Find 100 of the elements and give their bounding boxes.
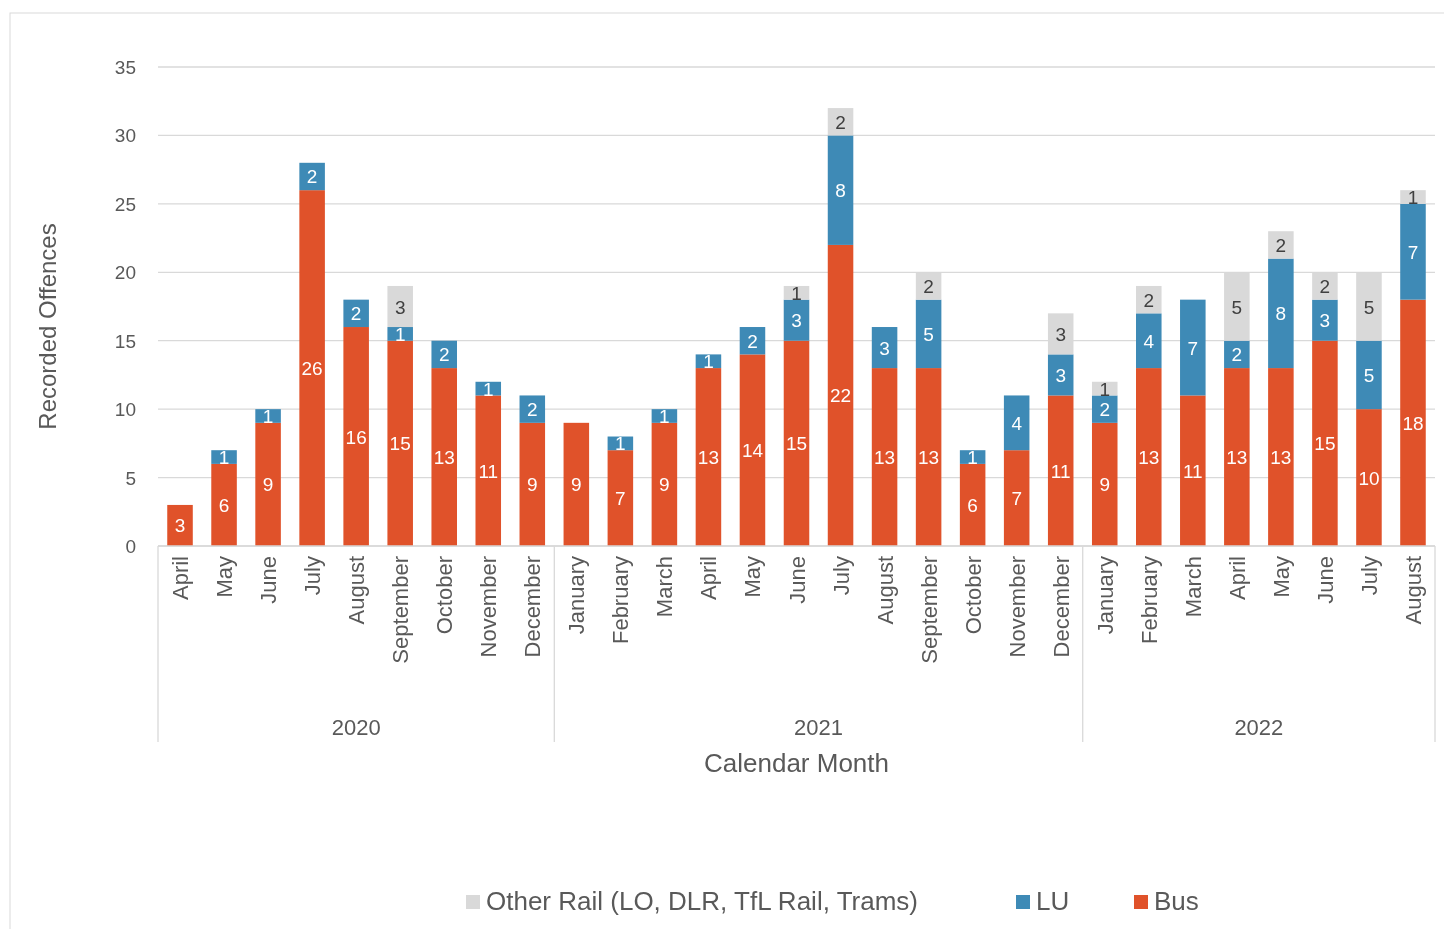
bar	[1268, 231, 1294, 259]
data-label: 6	[218, 494, 230, 516]
bar	[1400, 203, 1426, 300]
x-tick-label: October	[960, 556, 986, 635]
data-label: 7	[615, 488, 626, 510]
data-label: 7	[1407, 241, 1419, 263]
x-tick-label: June	[256, 556, 282, 604]
data-label: 2	[1099, 399, 1111, 421]
bar	[1003, 395, 1030, 451]
x-tick-label: November	[476, 556, 502, 658]
legend-label: Bus	[1154, 886, 1199, 916]
bar	[519, 395, 546, 423]
bar	[431, 368, 457, 546]
data-label: 4	[1143, 330, 1155, 352]
bar	[1312, 340, 1338, 546]
bar	[1136, 313, 1162, 369]
data-label: 22	[829, 385, 852, 407]
data-label: 7	[1011, 488, 1022, 510]
x-tick-label: September	[388, 556, 414, 664]
data-label: 13	[874, 447, 896, 469]
x-tick-label: July	[1356, 556, 1382, 596]
x-tick-label: August	[872, 556, 898, 625]
data-label: 2	[835, 111, 846, 133]
bar	[1224, 368, 1250, 546]
legend-label: LU	[1036, 886, 1070, 916]
bar	[519, 422, 546, 546]
data-label: 15	[785, 433, 808, 455]
bar	[1268, 258, 1294, 369]
data-label: 1	[262, 405, 274, 427]
data-label: 1	[1407, 187, 1419, 209]
data-label: 2	[1143, 289, 1155, 311]
data-label: 8	[835, 180, 846, 202]
data-label: 2	[1319, 275, 1331, 297]
bar	[1400, 299, 1426, 546]
bar	[1356, 409, 1382, 546]
y-tick-label: 5	[125, 467, 136, 489]
data-label: 5	[1363, 364, 1375, 386]
data-label: 13	[697, 447, 719, 469]
x-tick-label: July	[300, 556, 326, 596]
data-label: 8	[1275, 303, 1287, 325]
data-label: 1	[659, 405, 670, 427]
x-tick-label: January	[564, 556, 590, 635]
x-tick-label: April	[1224, 556, 1250, 601]
bar	[299, 190, 325, 546]
data-label: 14	[741, 440, 764, 462]
bar	[387, 340, 413, 546]
bar	[167, 504, 193, 546]
x-tick-label: April	[696, 556, 722, 601]
bar	[343, 327, 369, 546]
x-tick-label: August	[1400, 556, 1426, 625]
bar	[1136, 285, 1162, 314]
data-label: 9	[527, 474, 538, 496]
y-tick-label: 30	[114, 125, 136, 147]
bar	[1312, 299, 1338, 341]
y-tick-label: 15	[114, 330, 136, 352]
y-tick-label: 20	[114, 262, 136, 284]
text: 2020	[331, 715, 381, 740]
y-tick-label: 35	[114, 57, 136, 78]
data-label: 2	[923, 275, 934, 297]
data-label: 11	[478, 460, 499, 482]
data-label: 2	[438, 344, 450, 366]
x-tick-label: December	[1048, 556, 1074, 658]
bar	[783, 340, 810, 546]
bar	[871, 327, 898, 369]
x-tick-label: May	[740, 556, 766, 598]
x-tick-label: August	[344, 556, 370, 625]
x-tick-label: March	[1180, 556, 1206, 618]
bar	[1047, 395, 1074, 546]
bar	[387, 285, 413, 328]
data-label: 3	[394, 296, 406, 318]
data-label: 1	[1099, 378, 1111, 400]
data-label: 13	[433, 447, 455, 469]
data-label: 9	[262, 474, 274, 496]
data-label: 9	[1099, 474, 1111, 496]
bar	[211, 463, 237, 546]
data-label: 2	[747, 330, 758, 352]
data-label: 2	[350, 303, 362, 325]
data-label: 2	[1275, 234, 1287, 256]
bar	[695, 368, 722, 546]
data-label: 13	[1138, 447, 1160, 469]
bar	[827, 135, 854, 245]
bar	[651, 422, 678, 546]
data-label: 26	[301, 358, 323, 380]
data-label: 18	[1402, 412, 1424, 434]
data-label: 13	[918, 447, 940, 469]
bar	[1180, 299, 1206, 396]
bar	[1136, 368, 1162, 546]
bar	[255, 422, 281, 546]
bar	[1091, 395, 1118, 423]
bar	[607, 450, 634, 546]
bar	[915, 299, 942, 369]
data-label: 7	[1187, 337, 1199, 359]
bar	[1047, 354, 1074, 396]
bar	[1356, 340, 1382, 410]
data-label: 2	[306, 166, 318, 188]
x-tick-label: June	[1312, 556, 1338, 604]
bar	[1224, 340, 1250, 369]
data-label: 9	[571, 474, 582, 496]
bar	[959, 463, 986, 546]
x-axis-title: Calendar Month	[704, 748, 889, 778]
